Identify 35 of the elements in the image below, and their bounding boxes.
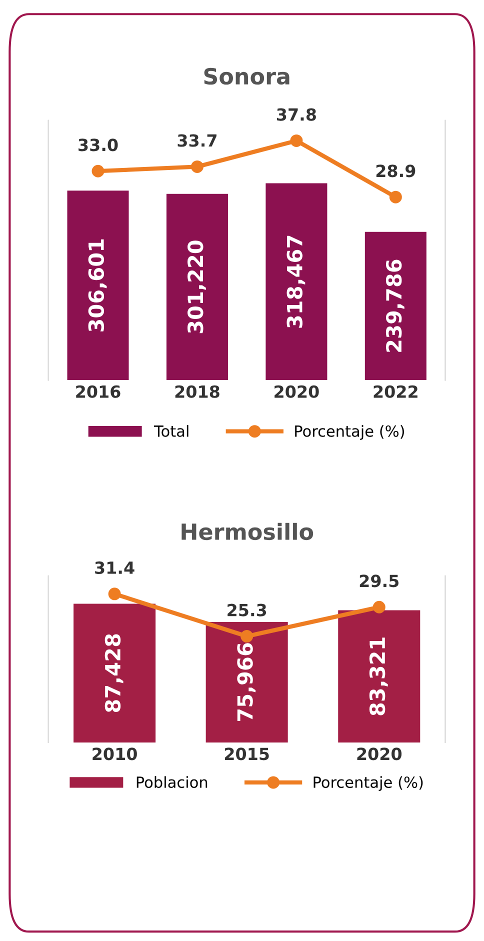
legend-label: Poblacion [136, 776, 208, 788]
data-label: 28.9 [376, 164, 416, 178]
data-label: 37.8 [277, 108, 316, 121]
point [92, 164, 104, 178]
x-tick-label: 2018 [175, 385, 220, 398]
data-label: 239,786 [386, 260, 404, 352]
legend-label: Porcentaje (%) [295, 425, 404, 440]
chart-title: Hermosillo [182, 522, 314, 540]
bar [166, 194, 228, 380]
data-label: 29.5 [360, 574, 399, 588]
chart-title: Sonora [204, 68, 290, 85]
data-label: 83,321 [369, 638, 388, 716]
x-tick-label: 2022 [374, 385, 418, 398]
data-label: 87,428 [104, 634, 124, 712]
data-label: 33.0 [78, 138, 118, 152]
data-label: 33.7 [178, 134, 216, 147]
bar [364, 232, 426, 380]
legend-label: Porcentaje (%) [314, 776, 423, 791]
point [190, 160, 204, 173]
data-label: 306,601 [88, 239, 107, 332]
x-tick-label: 2010 [92, 748, 137, 760]
data-label: 75,966 [237, 643, 256, 721]
x-tick-label: 2020 [357, 748, 402, 760]
bar [266, 183, 328, 380]
point [389, 190, 402, 204]
x-tick-label: 2016 [76, 385, 120, 398]
data-label: 318,467 [286, 236, 306, 328]
x-tick-label: 2020 [274, 385, 319, 398]
legend-label: Total [154, 425, 188, 437]
data-label: 301,220 [188, 240, 206, 334]
bar [67, 190, 129, 380]
data-label: 31.4 [95, 561, 134, 574]
x-tick-label: 2015 [224, 748, 269, 760]
point [290, 134, 303, 147]
data-label: 25.3 [228, 604, 266, 616]
